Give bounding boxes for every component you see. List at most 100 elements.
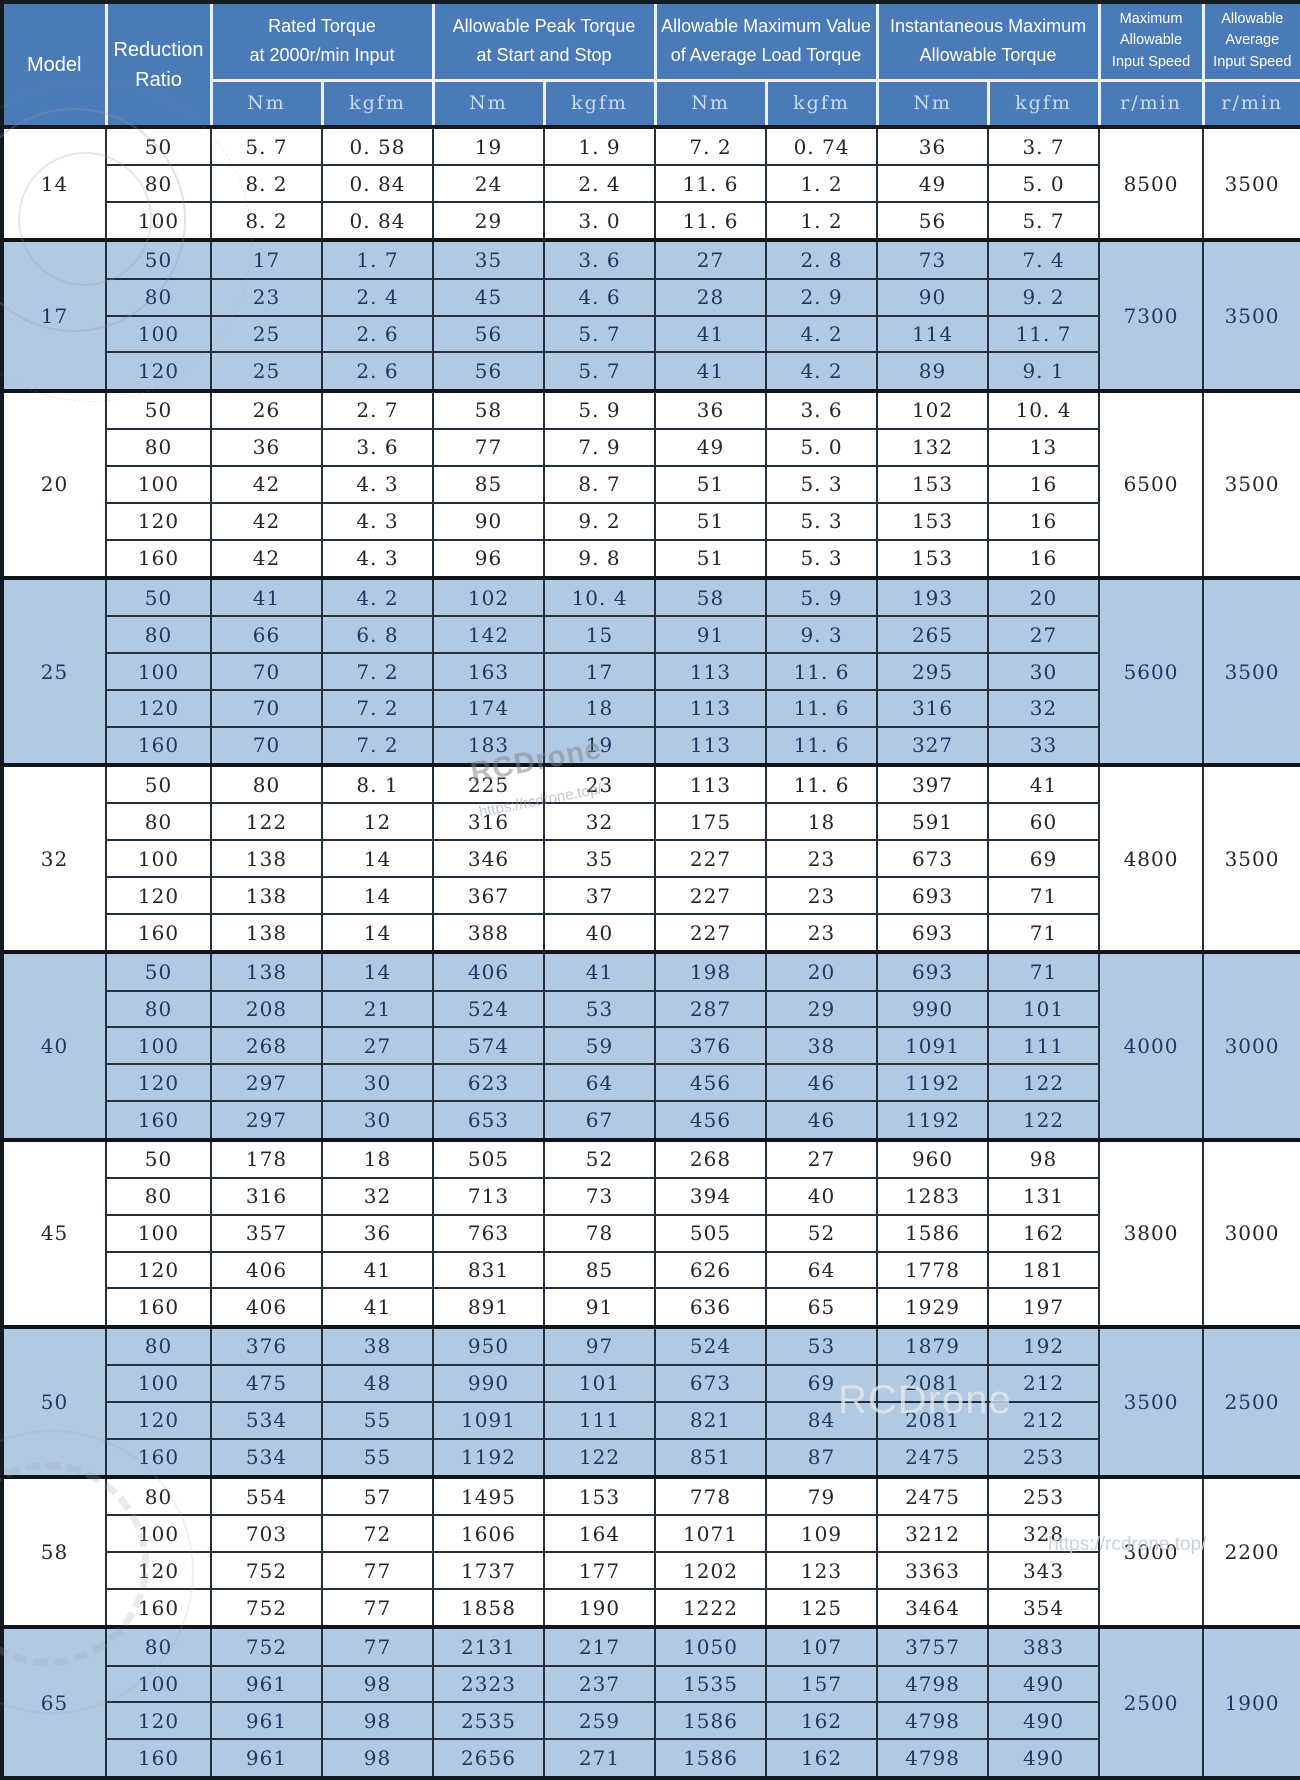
torque-value-cell: 85 — [432, 464, 545, 504]
torque-value-cell: 27 — [321, 1026, 434, 1066]
table-row: 32 50 80 8. 1 225 23 113 11. 6 397 41 4800 3500 — [1, 763, 1300, 954]
reduction-ratio-cell: 100 — [105, 1514, 212, 1554]
table-row: 160 42 4. 3 96 9. 8 51 5. 3 153 16 — [2, 538, 1300, 579]
torque-value-cell: 102 — [432, 575, 545, 618]
torque-value-cell: 49 — [876, 164, 990, 204]
torque-value-cell: 4. 3 — [321, 501, 434, 541]
reduction-ratio-cell: 80 — [105, 1176, 212, 1216]
table-row: 120 70 7. 2 174 18 113 11. 6 316 32 — [2, 688, 1300, 728]
table-row: 100 8. 2 0. 84 29 3. 0 11. 6 1. 2 56 5. 7 — [2, 201, 1300, 242]
torque-value-cell: 51 — [654, 501, 768, 541]
torque-value-cell: 1858 — [432, 1588, 545, 1629]
torque-value-cell: 297 — [210, 1100, 323, 1141]
max-input-speed-cell: 8500 — [1098, 124, 1205, 242]
torque-value-cell: 87 — [765, 1437, 879, 1479]
torque-value-cell: 111 — [987, 1026, 1101, 1066]
torque-value-cell: 534 — [210, 1437, 323, 1479]
torque-value-cell: 752 — [210, 1625, 323, 1667]
torque-value-cell: 5. 0 — [987, 164, 1101, 204]
avg-input-speed-cell: 3500 — [1202, 575, 1300, 767]
table-row: 80 8. 2 0. 84 24 2. 4 11. 6 1. 2 49 5. 0 — [2, 164, 1300, 204]
reduction-ratio-cell: 120 — [105, 876, 212, 916]
torque-value-cell: 59 — [542, 1026, 657, 1066]
torque-value-cell: 1192 — [876, 1063, 990, 1103]
torque-value-cell: 197 — [987, 1287, 1101, 1328]
torque-value-cell: 32 — [542, 802, 657, 842]
reduction-ratio-cell: 100 — [105, 201, 212, 242]
torque-value-cell: 138 — [210, 876, 323, 916]
torque-value-cell: 36 — [210, 428, 323, 467]
torque-value-cell: 1737 — [432, 1551, 545, 1591]
torque-value-cell: 212 — [987, 1363, 1101, 1403]
torque-value-cell: 376 — [654, 1026, 768, 1066]
table-row: 80 316 32 713 73 394 40 1283 131 — [2, 1176, 1300, 1216]
avg-input-speed-cell: 2200 — [1202, 1474, 1300, 1629]
torque-value-cell: 9. 3 — [765, 615, 879, 655]
table-row: 40 50 138 14 406 41 198 20 693 71 4000 3000 — [1, 950, 1300, 1141]
torque-value-cell: 237 — [542, 1664, 657, 1704]
torque-value-cell: 23 — [765, 913, 879, 954]
torque-value-cell: 574 — [432, 1026, 545, 1066]
torque-value-cell: 122 — [210, 802, 323, 842]
torque-value-cell: 208 — [210, 989, 323, 1029]
torque-value-cell: 89 — [876, 351, 990, 392]
table-row: 160 406 41 891 91 636 65 1929 197 — [2, 1287, 1300, 1328]
torque-value-cell: 8. 7 — [542, 464, 657, 504]
torque-value-cell: 91 — [654, 615, 768, 655]
torque-value-cell: 162 — [987, 1213, 1101, 1253]
torque-value-cell: 26 — [210, 388, 323, 431]
torque-value-cell: 122 — [987, 1063, 1101, 1103]
torque-value-cell: 1. 2 — [765, 201, 879, 242]
torque-value-cell: 2. 4 — [321, 277, 434, 317]
torque-value-cell: 41 — [321, 1250, 434, 1290]
torque-value-cell: 41 — [987, 763, 1101, 805]
torque-value-cell: 48 — [321, 1363, 434, 1403]
max-input-speed-cell: 7300 — [1098, 238, 1205, 392]
torque-value-cell: 623 — [432, 1063, 545, 1103]
torque-value-cell: 1606 — [432, 1514, 545, 1554]
torque-value-cell: 25 — [210, 351, 323, 392]
torque-value-cell: 49 — [654, 428, 768, 467]
torque-value-cell: 153 — [876, 501, 990, 541]
torque-value-cell: 153 — [876, 538, 990, 579]
torque-value-cell: 111 — [542, 1400, 657, 1440]
torque-value-cell: 38 — [321, 1324, 434, 1366]
torque-value-cell: 475 — [210, 1363, 323, 1403]
torque-value-cell: 30 — [321, 1100, 434, 1141]
reduction-ratio-cell: 80 — [105, 164, 212, 204]
torque-value-cell: 67 — [542, 1100, 657, 1141]
torque-value-cell: 9. 1 — [987, 351, 1101, 392]
torque-value-cell: 77 — [321, 1588, 434, 1629]
table-row: 120 961 98 2535 259 1586 162 4798 490 — [2, 1701, 1300, 1741]
torque-value-cell: 21 — [321, 989, 434, 1029]
torque-value-cell: 17 — [210, 238, 323, 280]
torque-value-cell: 183 — [432, 725, 545, 767]
reduction-ratio-cell: 120 — [105, 1063, 212, 1103]
table-row: 160 961 98 2656 271 1586 162 4798 490 — [2, 1738, 1300, 1779]
torque-value-cell: 2081 — [876, 1363, 990, 1403]
reduction-ratio-cell: 120 — [105, 1701, 212, 1741]
torque-value-cell: 85 — [542, 1250, 657, 1290]
torque-value-cell: 60 — [987, 802, 1101, 842]
avg-input-speed-cell: 3000 — [1202, 950, 1300, 1141]
table-row: 120 752 77 1737 177 1202 123 3363 343 — [2, 1551, 1300, 1591]
torque-value-cell: 821 — [654, 1400, 768, 1440]
torque-value-cell: 53 — [542, 989, 657, 1029]
table-row: 100 138 14 346 35 227 23 673 69 — [2, 839, 1300, 879]
torque-value-cell: 3. 6 — [321, 428, 434, 467]
torque-value-cell: 1586 — [654, 1701, 768, 1741]
torque-value-cell: 703 — [210, 1514, 323, 1554]
reduction-ratio-cell: 120 — [105, 1551, 212, 1591]
torque-value-cell: 66 — [210, 615, 323, 655]
torque-value-cell: 52 — [765, 1213, 879, 1253]
table-row: 120 297 30 623 64 456 46 1192 122 — [2, 1063, 1300, 1103]
torque-value-cell: 113 — [654, 688, 768, 728]
torque-value-cell: 752 — [210, 1588, 323, 1629]
torque-value-cell: 198 — [654, 950, 768, 992]
torque-value-cell: 388 — [432, 913, 545, 954]
model-cell: 65 — [1, 1625, 107, 1779]
torque-value-cell: 58 — [432, 388, 545, 431]
torque-value-cell: 2323 — [432, 1664, 545, 1704]
torque-value-cell: 9. 2 — [542, 501, 657, 541]
reduction-ratio-cell: 80 — [105, 615, 212, 655]
